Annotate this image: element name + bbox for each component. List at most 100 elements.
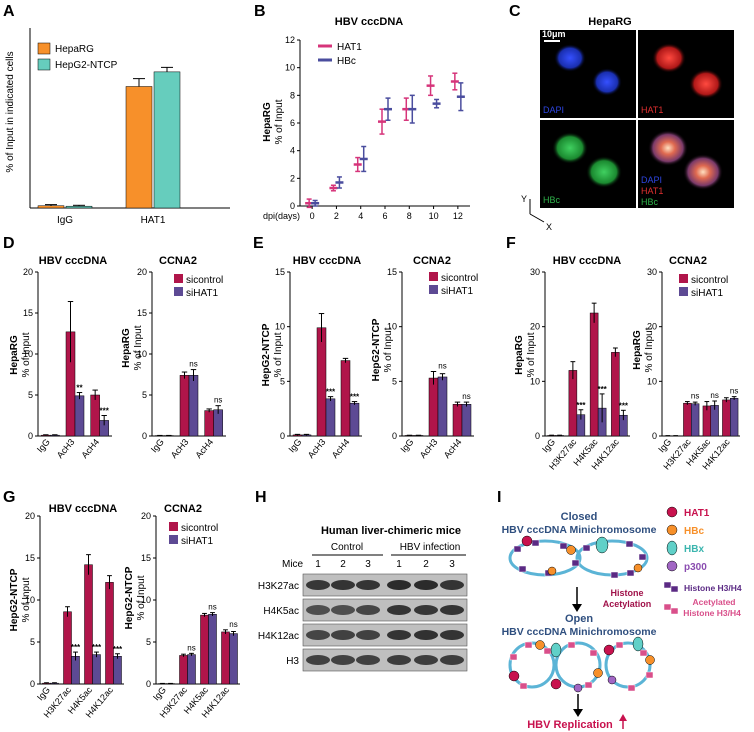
closed-hbc-dot — [566, 545, 576, 555]
closed-hbc-dot-2 — [547, 566, 557, 576]
y-tick-label: 5 — [392, 376, 397, 386]
y-tick-label: 20 — [647, 322, 657, 332]
significance-h4k12ac: *** — [619, 401, 629, 410]
open-hbx-oval-2 — [632, 636, 644, 652]
significance-ach3: ** — [76, 384, 83, 393]
panel-c: C HepaRG 10μm DAPI HAT1 HBc DAPI HAT1 HB… — [509, 3, 734, 232]
bar-sihat1-ach3 — [325, 398, 336, 437]
bar-sihat1-ach4 — [461, 404, 472, 437]
x-tick-label: 6 — [382, 211, 387, 221]
bar-sicontrol-ach3 — [179, 375, 190, 437]
tile-hbc — [540, 120, 636, 208]
y-tick-label: 10 — [275, 322, 285, 332]
y-tick-label: 0 — [30, 679, 35, 689]
panel-e-right-ylabel: % of Input — [383, 327, 394, 372]
x-tick-label: 10 — [429, 211, 439, 221]
replication-up-arrow-head — [619, 714, 627, 721]
bar-sihat1-h4k5ac — [208, 614, 217, 685]
legend-text-hat1: HAT1 — [684, 508, 710, 519]
legend-label-sihat1: siHAT1 — [691, 288, 723, 299]
legend-swatch-sicontrol — [679, 274, 688, 283]
y-tick-label: 12 — [285, 35, 295, 45]
panel-d-ylabel-cell: HepaRG — [9, 335, 20, 375]
blot-band-h3-lane-1 — [306, 655, 330, 665]
panel-h: H Human liver-chimeric mice Control HBV … — [255, 489, 468, 672]
dapi-nucleus-1 — [554, 44, 586, 72]
tile-label-hat1: HAT1 — [641, 105, 663, 115]
blot-band-h4k12ac-lane-6 — [440, 630, 464, 640]
legend-swatch-heparg — [37, 42, 51, 55]
bar-sicontrol-h4k12ac — [722, 399, 731, 437]
y-tick-label: 10 — [137, 349, 147, 359]
legend-text-acetylated-histone: Histone H3/H4 — [683, 608, 741, 618]
y-tick-label: 2 — [290, 173, 295, 183]
y-tick-label: 10 — [23, 349, 33, 359]
legend-label-sihat1: siHAT1 — [441, 286, 473, 297]
x-tick-label-ach4: AcH4 — [193, 437, 215, 460]
legend-text-hbx: HBx — [684, 544, 704, 555]
x-tick-label-ach4: AcH4 — [79, 437, 101, 460]
y-tick-label: 20 — [25, 511, 35, 521]
blot-band-h4k12ac-lane-3 — [356, 630, 380, 640]
y-tick-label: 15 — [25, 553, 35, 563]
y-tick-label: 10 — [387, 322, 397, 332]
panel-f: F HBV cccDNA CCNA2 HepaRG % of Input Hep… — [506, 235, 740, 472]
open-hat1-dot-1 — [508, 670, 520, 682]
legend-icon-hbc — [666, 524, 678, 536]
significance-h4k12ac: ns — [229, 620, 237, 629]
legend-swatch-sicontrol — [429, 272, 438, 281]
merge-label-hbc: HBc — [641, 197, 659, 207]
significance-h4k12ac: *** — [113, 645, 123, 654]
hat1-cell-1 — [652, 43, 686, 73]
panel-f-left-title: HBV cccDNA — [553, 255, 622, 267]
significance-h4k5ac: ns — [208, 603, 216, 612]
axis-x-line — [529, 213, 545, 223]
panel-e-ylabel-cell: HepG2-NTCP — [261, 323, 272, 386]
panel-a: A % of Input in indicated cells IgG HAT1 … — [3, 3, 230, 226]
x-tick-label-ach3: AcH3 — [306, 437, 328, 460]
x-tick-label-ach4: AcH4 — [330, 437, 352, 460]
x-tick-label-igg: IgG — [57, 215, 73, 226]
panel-d-right-title: CCNA2 — [159, 255, 197, 267]
y-tick-label: 0 — [392, 431, 397, 441]
panel-d-right-chart: 0 5 10 15 20 IgG ns AcH3 ns AcH4 — [137, 267, 226, 460]
y-tick-label: 10 — [530, 376, 540, 386]
group-label-control: Control — [331, 542, 363, 553]
axis-y-label: Y — [521, 194, 527, 204]
y-tick-label: 15 — [275, 267, 285, 277]
y-tick-label: 0 — [535, 431, 540, 441]
panel-b-ylabel-cell: HepaRG — [262, 102, 273, 142]
open-hbx-oval-1 — [550, 642, 562, 658]
legend-label-hbc: HBc — [337, 56, 356, 67]
panel-b-xlabel: dpi(days) — [263, 211, 300, 221]
bar-sicontrol-h4k12ac — [611, 352, 620, 437]
open-p300-dot-1 — [573, 683, 583, 693]
legend-swatch-sihat1 — [174, 287, 183, 296]
legend-text-histone: Histone H3/H4 — [684, 583, 742, 593]
x-tick-label-ach4: AcH4 — [442, 437, 464, 460]
bar-sicontrol-h3k27ac — [683, 402, 692, 437]
panel-label-b: B — [254, 3, 266, 20]
bar-heparg-igg — [37, 205, 65, 209]
blot-band-h3k27ac-lane-2 — [331, 580, 355, 590]
blot-row-label-h3k27ac: H3K27ac — [258, 581, 299, 592]
panel-i: I Closed HBV cccDNA Minichromosome Hist — [497, 489, 742, 731]
bar-sihat1-ach3 — [437, 376, 448, 437]
y-tick-label: 0 — [290, 201, 295, 211]
open-hat1-dot-2 — [550, 678, 562, 690]
open-minichromosome — [508, 636, 655, 693]
y-tick-label: 15 — [23, 308, 33, 318]
blot-strip-h4k5ac — [302, 598, 468, 622]
bar-sicontrol-h3k27ac — [179, 655, 188, 685]
blot-band-h3k27ac-lane-3 — [356, 580, 380, 590]
panel-e-ylabel: % of Input — [273, 332, 284, 377]
merge-cell-1 — [648, 130, 688, 166]
y-tick-label: 5 — [28, 390, 33, 400]
panel-e: E HBV cccDNA CCNA2 HepG2-NTCP % of Input… — [253, 235, 478, 460]
closed-title: Closed — [561, 511, 598, 523]
panel-g: G HBV cccDNA CCNA2 HepG2-NTCP % of Input… — [3, 489, 240, 720]
legend-label-hepg2: HepG2-NTCP — [55, 60, 118, 71]
